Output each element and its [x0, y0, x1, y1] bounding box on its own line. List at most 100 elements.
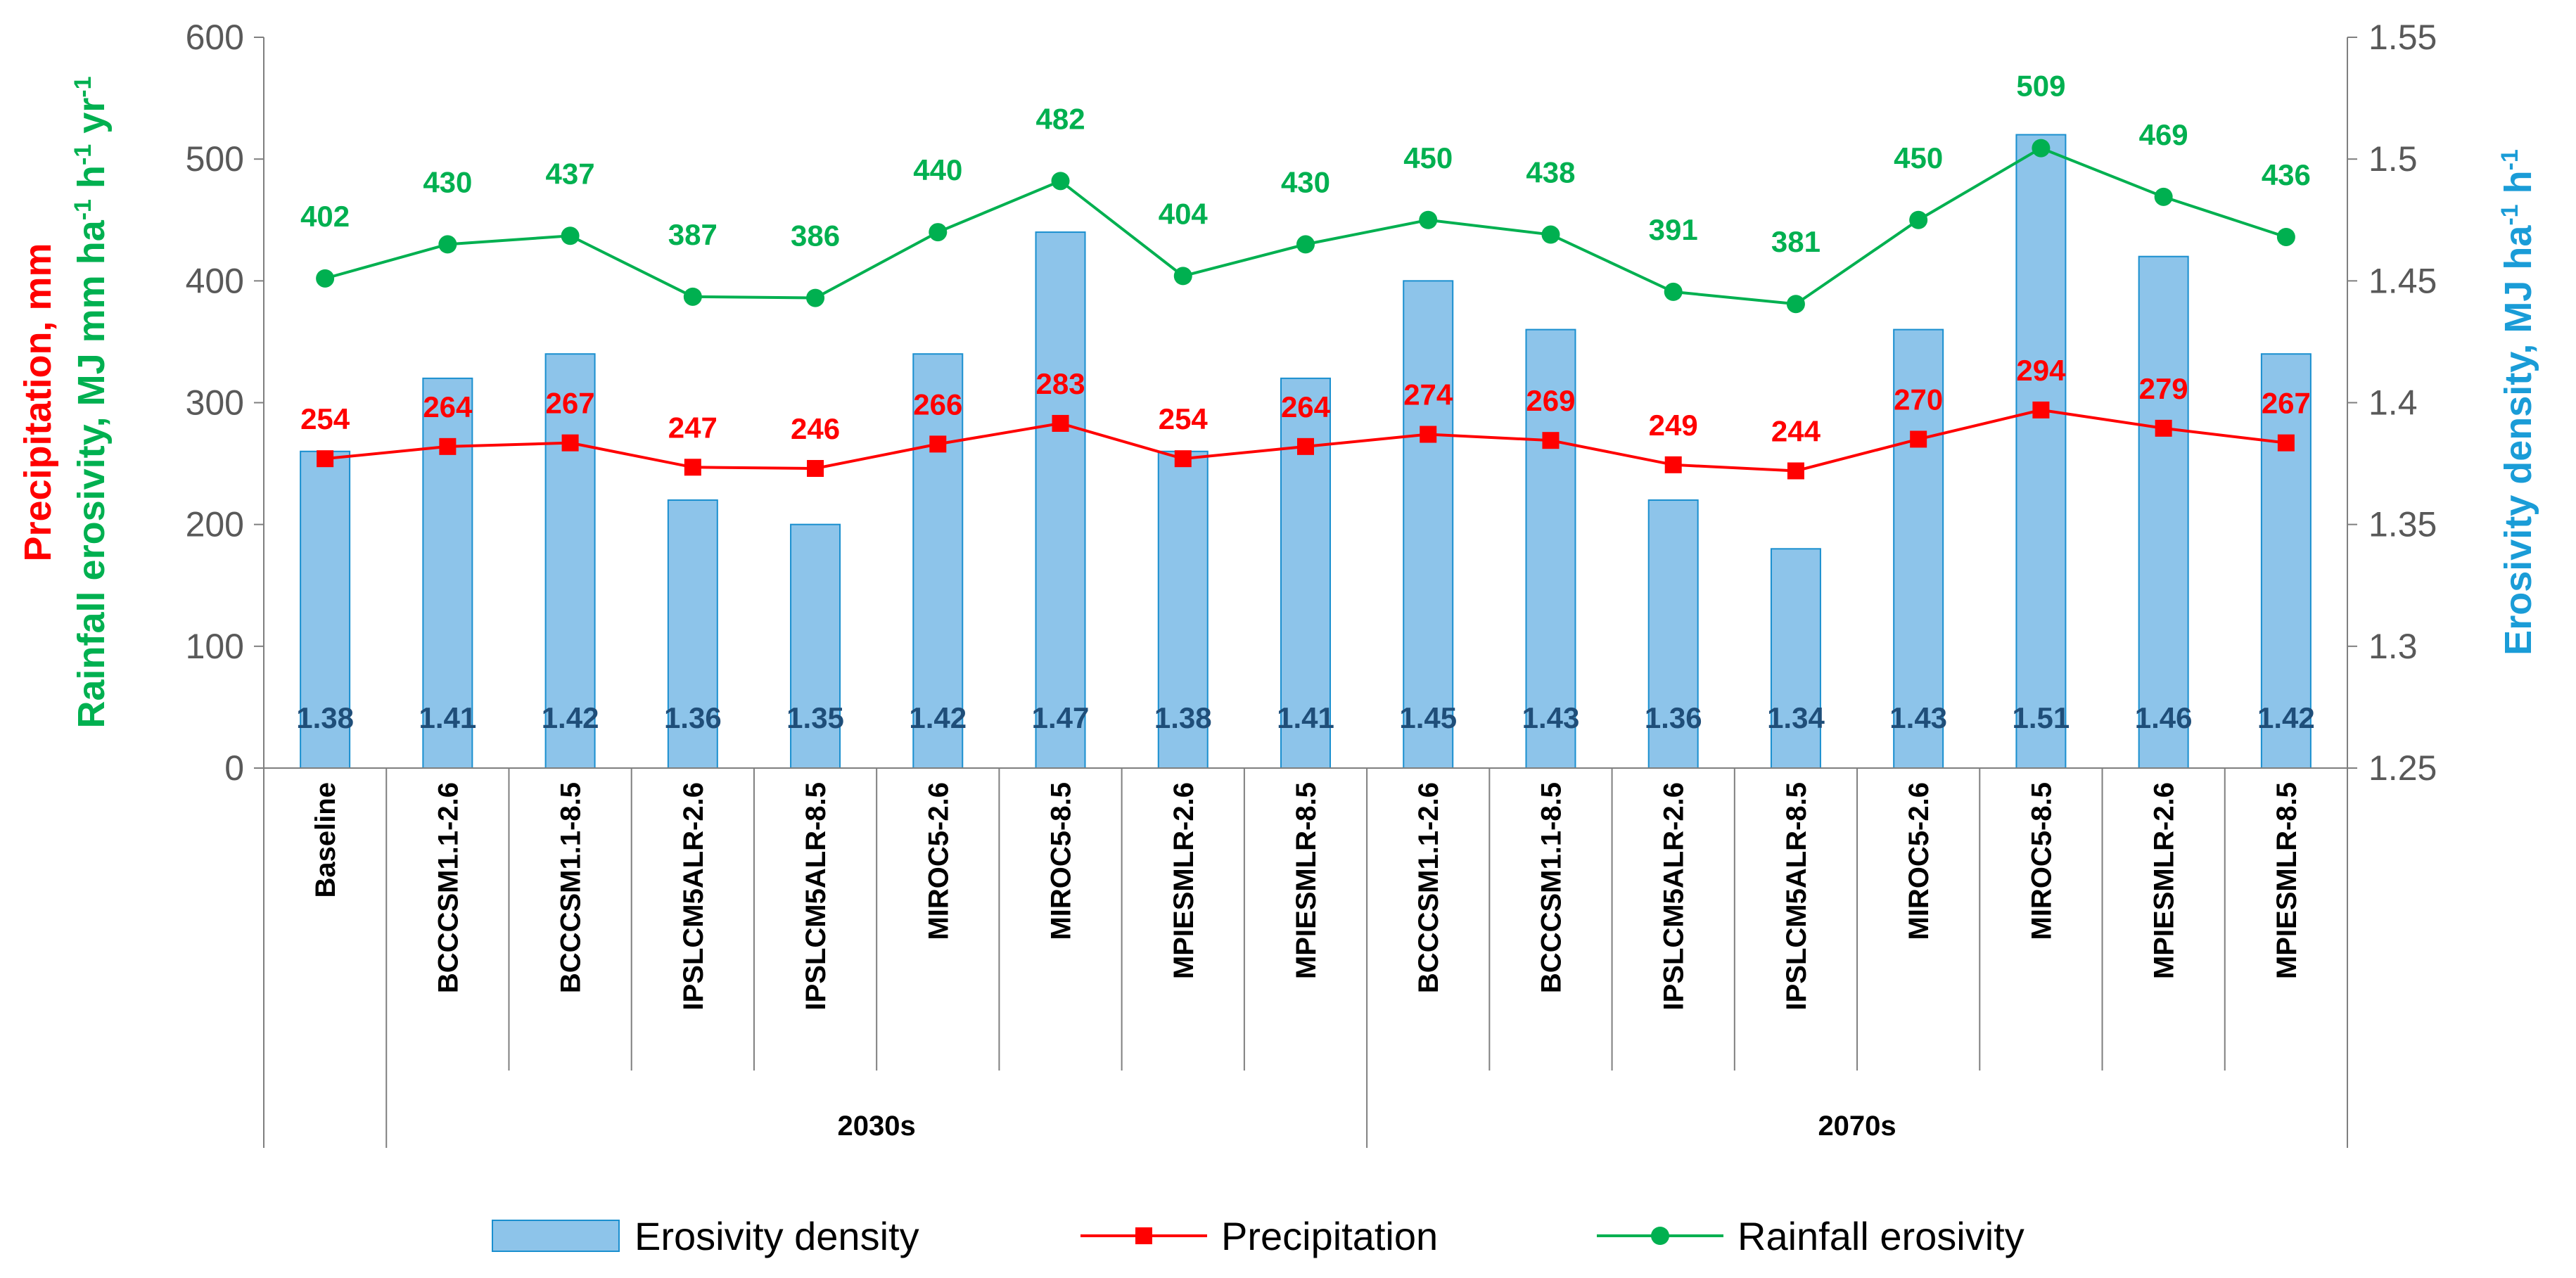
rainfall-erosivity-marker-6 — [1051, 172, 1070, 191]
precipitation-marker-8 — [1297, 437, 1314, 455]
bar-erosivity-density-5 — [912, 353, 964, 769]
rainfall-erosivity-data-label: 437 — [546, 157, 595, 190]
bar-erosivity-density-13 — [1893, 328, 1944, 769]
x-tick-label: Baseline — [310, 782, 341, 898]
y-right-tick-label: 1.35 — [2368, 505, 2437, 544]
x-tick-label: MIROC5-2.6 — [1904, 782, 1934, 940]
rainfall-erosivity-marker-12 — [1786, 295, 1805, 314]
precipitation-data-label: 283 — [1035, 367, 1085, 400]
erosivity-density-data-label: 1.36 — [664, 701, 722, 734]
x-tick-label: BCCCSM1.1-2.6 — [433, 782, 464, 993]
erosivity-density-data-label: 1.38 — [1154, 701, 1212, 734]
precipitation-marker-9 — [1420, 426, 1437, 443]
title-part: h — [70, 165, 113, 199]
precipitation-marker-0 — [317, 450, 334, 468]
precipitation-marker-4 — [807, 460, 824, 478]
y-left-tick-label: 500 — [186, 139, 244, 179]
precipitation-marker-1 — [439, 437, 457, 455]
x-tick-label: MIROC5-8.5 — [2026, 782, 2057, 940]
precipitation-data-label: 264 — [1281, 390, 1331, 423]
bar-erosivity-density-11 — [1647, 499, 1699, 769]
rainfall-erosivity-data-label: 438 — [1526, 156, 1575, 189]
erosivity-density-data-label: 1.47 — [1032, 701, 1090, 734]
x-tick-label: IPSLCM5ALR-2.6 — [1659, 782, 1690, 1011]
precipitation-data-label: 270 — [1894, 383, 1943, 416]
precipitation-data-label: 294 — [2016, 354, 2066, 387]
superscript: -1 — [70, 144, 96, 165]
precipitation-data-label: 269 — [1526, 384, 1575, 417]
legend-label-rainfall-erosivity: Rainfall erosivity — [1737, 1214, 2025, 1258]
y-left-tick-label: 200 — [186, 505, 244, 544]
rainfall-erosivity-marker-3 — [683, 287, 702, 306]
y-left-tick-label: 300 — [186, 383, 244, 423]
rainfall-erosivity-marker-2 — [561, 226, 580, 245]
erosivity-density-data-label: 1.45 — [1399, 701, 1457, 734]
rainfall-erosivity-marker-10 — [1541, 225, 1560, 244]
bar-erosivity-density-15 — [2138, 255, 2189, 769]
title-part: yr — [70, 98, 113, 144]
precipitation-marker-14 — [2032, 401, 2050, 418]
x-tick-label: IPSLCM5ALR-8.5 — [1781, 782, 1812, 1011]
precipitation-marker-15 — [2155, 419, 2172, 437]
precipitation-marker-5 — [929, 435, 947, 453]
x-group-label: 2030s — [838, 1111, 916, 1142]
rainfall-erosivity-marker-4 — [806, 288, 825, 307]
x-group-label: 2070s — [1818, 1111, 1896, 1142]
legend-swatch-precipitation-marker — [1135, 1227, 1152, 1244]
rainfall-erosivity-marker-5 — [929, 223, 948, 242]
erosivity-density-data-label: 1.35 — [786, 701, 844, 734]
y-left-tick-label: 100 — [186, 627, 244, 666]
precipitation-marker-16 — [2277, 434, 2295, 452]
title-part: Rainfall erosivity, MJ mm ha — [70, 219, 113, 728]
legend-label-erosivity-density: Erosivity density — [635, 1214, 919, 1258]
rainfall-erosivity-data-label: 391 — [1649, 213, 1698, 246]
precipitation-data-label: 279 — [2139, 372, 2188, 405]
y-axis-title-rainfall-erosivity: Rainfall erosivity, MJ mm ha-1 h-1 yr-1 — [70, 77, 113, 729]
y-axis-title-precipitation: Precipitation, mm — [17, 243, 59, 561]
bar-erosivity-density-16 — [2260, 353, 2312, 769]
x-tick-label: IPSLCM5ALR-8.5 — [801, 782, 831, 1011]
erosivity-density-data-label: 1.42 — [909, 701, 967, 734]
rainfall-erosivity-marker-13 — [1909, 210, 1928, 229]
rainfall-erosivity-marker-14 — [2032, 139, 2051, 158]
erosivity-density-data-label: 1.43 — [1889, 701, 1947, 734]
precipitation-marker-11 — [1664, 456, 1682, 473]
bar-erosivity-density-2 — [544, 353, 596, 769]
x-tick-label: MPIESMLR-2.6 — [2149, 782, 2180, 979]
y-right-tick-label: 1.45 — [2368, 261, 2437, 300]
rainfall-erosivity-marker-0 — [316, 269, 335, 288]
rainfall-erosivity-data-label: 469 — [2139, 118, 2188, 151]
rainfall-erosivity-marker-9 — [1419, 210, 1438, 229]
rainfall-erosivity-data-label: 440 — [913, 153, 962, 186]
bar-erosivity-density-0 — [300, 450, 351, 769]
x-tick-label: BCCCSM1.1-2.6 — [1413, 782, 1444, 993]
rainfall-erosivity-marker-7 — [1173, 267, 1192, 286]
rainfall-erosivity-data-label: 482 — [1035, 102, 1085, 135]
bar-erosivity-density-12 — [1770, 548, 1821, 769]
y-left-tick-label: 400 — [186, 261, 244, 300]
y-left-tick-label: 0 — [224, 748, 244, 788]
erosivity-density-data-label: 1.38 — [296, 701, 354, 734]
y-right-tick-label: 1.25 — [2368, 748, 2437, 788]
erosivity-density-data-label: 1.36 — [1645, 701, 1702, 734]
rainfall-erosivity-data-label: 430 — [1281, 165, 1330, 198]
precipitation-marker-3 — [684, 459, 701, 476]
superscript: -1 — [70, 199, 96, 220]
y-left-tick-label: 600 — [186, 18, 244, 57]
rainfall-erosivity-marker-15 — [2154, 187, 2173, 206]
precipitation-data-label: 274 — [1403, 378, 1453, 411]
x-tick-label: MPIESMLR-2.6 — [1168, 782, 1199, 979]
erosivity-density-data-label: 1.34 — [1767, 701, 1825, 734]
rainfall-erosivity-marker-8 — [1296, 235, 1315, 254]
x-tick-label: BCCCSM1.1-8.5 — [556, 782, 587, 993]
y-right-tick-label: 1.4 — [2368, 383, 2418, 423]
bar-erosivity-density-6 — [1035, 231, 1086, 769]
precipitation-data-label: 254 — [1159, 402, 1209, 435]
erosivity-density-data-label: 1.42 — [542, 701, 599, 734]
y-right-tick-label: 1.5 — [2368, 139, 2418, 179]
precipitation-data-label: 266 — [913, 388, 962, 421]
erosivity-density-data-label: 1.41 — [419, 701, 476, 734]
legend-swatch-erosivity-density — [492, 1220, 620, 1252]
precipitation-data-label: 267 — [546, 387, 595, 420]
erosivity-density-data-label: 1.41 — [1277, 701, 1334, 734]
